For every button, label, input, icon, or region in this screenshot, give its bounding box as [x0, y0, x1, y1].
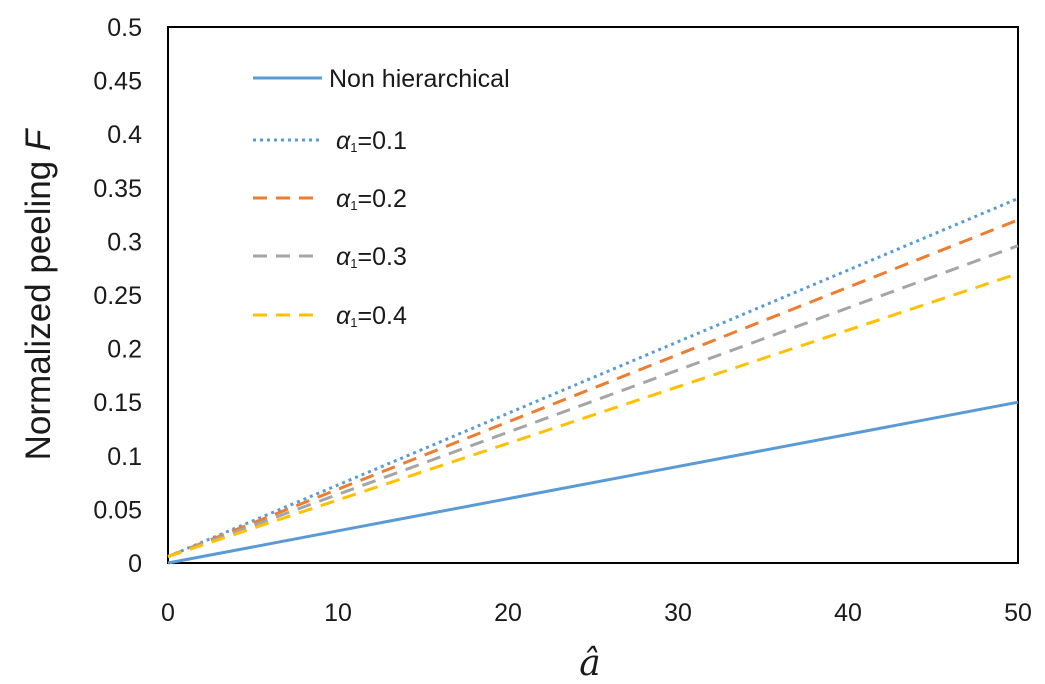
y-tick-label: 0.5: [107, 14, 142, 42]
y-tick-label: 0: [128, 550, 142, 578]
series-line-4: [167, 272, 1019, 558]
legend-label-0: Non hierarchical: [329, 65, 510, 93]
legend-label-2: α1=0.2: [336, 185, 407, 213]
legend-label-3: α1=0.3: [336, 243, 407, 271]
x-tick-label: 0: [161, 599, 175, 627]
y-axis-label: Normalized peeling F: [19, 127, 58, 460]
legend-label-4: α1=0.4: [336, 302, 407, 330]
y-tick-label: 0.15: [93, 389, 142, 417]
series-lines: [167, 197, 1019, 565]
y-tick-label: 0.2: [107, 336, 142, 364]
series-line-0: [167, 400, 1019, 565]
x-tick-label: 40: [834, 599, 862, 627]
x-tick-label: 50: [1004, 599, 1032, 627]
x-tick-label: 30: [664, 599, 692, 627]
y-tick-label: 0.45: [93, 68, 142, 96]
y-tick-labels: 0 0.05 0.1 0.15 0.2 0.25 0.3 0.35 0.4 0.45 0.5: [93, 14, 142, 578]
x-tick-labels: 0 10 20 30 40 50: [161, 599, 1032, 627]
y-tick-label: 0.4: [107, 121, 142, 149]
x-tick-label: 10: [324, 599, 352, 627]
y-tick-label: 0.1: [107, 443, 142, 471]
legend: Non hierarchical α1=0.1 α1=0.2 α1=0.3 α1=0.4: [253, 65, 510, 330]
y-tick-label: 0.25: [93, 282, 142, 310]
series-line-2: [167, 218, 1019, 558]
y-tick-label: 0.3: [107, 228, 142, 256]
plot-area: [167, 26, 1019, 564]
x-tick-label: 20: [494, 599, 522, 627]
y-tick-label: 0.35: [93, 175, 142, 203]
x-axis-label: â: [579, 643, 600, 684]
y-tick-label: 0.05: [93, 496, 142, 524]
series-line-3: [167, 244, 1019, 558]
legend-label-1: α1=0.1: [336, 127, 407, 155]
